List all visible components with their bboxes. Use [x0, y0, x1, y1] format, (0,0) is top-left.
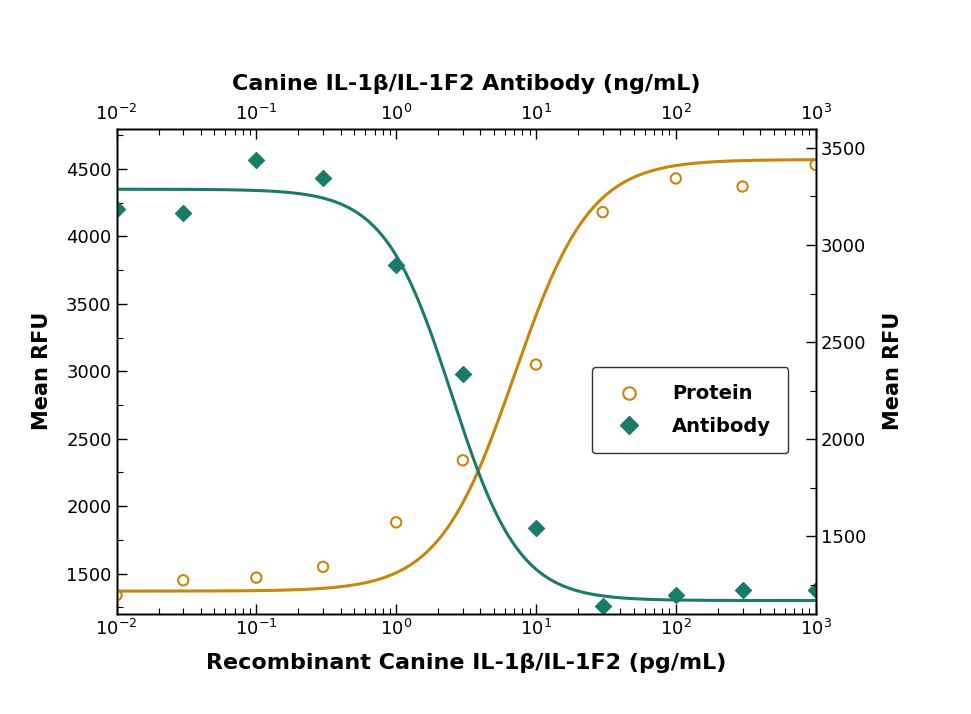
Point — [176, 208, 191, 219]
Point — [249, 572, 264, 583]
Point — [808, 159, 823, 171]
Point — [528, 359, 544, 371]
Point — [388, 517, 404, 528]
Point — [109, 203, 124, 215]
Point — [176, 575, 191, 586]
Point — [668, 590, 684, 601]
Point — [109, 590, 124, 601]
Point — [455, 455, 471, 466]
Point — [735, 181, 751, 192]
Point — [316, 173, 331, 184]
X-axis label: Recombinant Canine IL-1β/IL-1F2 (pg/mL): Recombinant Canine IL-1β/IL-1F2 (pg/mL) — [206, 653, 726, 673]
Point — [735, 584, 751, 595]
Y-axis label: Mean RFU: Mean RFU — [883, 312, 903, 431]
Point — [388, 259, 404, 271]
Legend: Protein, Antibody: Protein, Antibody — [592, 367, 788, 453]
Point — [249, 154, 264, 165]
Y-axis label: Mean RFU: Mean RFU — [32, 312, 52, 431]
Point — [455, 368, 471, 380]
Point — [808, 584, 823, 595]
Point — [528, 522, 544, 533]
X-axis label: Canine IL-1β/IL-1F2 Antibody (ng/mL): Canine IL-1β/IL-1F2 Antibody (ng/mL) — [232, 74, 700, 94]
Point — [595, 206, 611, 218]
Point — [668, 173, 684, 184]
Point — [595, 600, 611, 612]
Point — [316, 561, 331, 573]
